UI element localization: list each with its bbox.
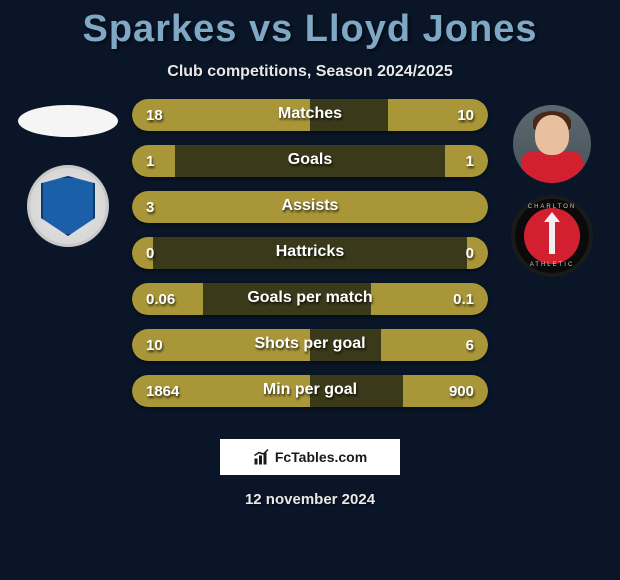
bar-values: 0.06 0.1 <box>132 283 488 315</box>
stat-right-value: 0.1 <box>453 291 474 308</box>
comparison-panel: 1810Matches11Goals3Assists00Hattricks0.0… <box>0 99 620 421</box>
watermark-text: FcTables.com <box>275 449 367 465</box>
bar-values: 1810 <box>132 99 488 131</box>
stat-row: 106Shots per goal <box>132 329 488 361</box>
stat-left-value: 0 <box>146 245 154 262</box>
bar-values: 11 <box>132 145 488 177</box>
stat-row: 3Assists <box>132 191 488 223</box>
page-title: Sparkes vs Lloyd Jones <box>0 0 620 51</box>
club-badge-right: CHARLTON ATHLETIC <box>511 195 593 277</box>
date-text: 12 november 2024 <box>0 491 620 508</box>
player-right-photo <box>513 105 591 183</box>
stat-right-value: 1 <box>466 153 474 170</box>
stat-left-value: 1864 <box>146 383 179 400</box>
club-badge-left <box>27 165 109 247</box>
stat-left-value: 0.06 <box>146 291 175 308</box>
bar-values: 10 6 <box>132 329 488 361</box>
player-left-photo-placeholder <box>18 105 118 137</box>
stat-row: 1864900Min per goal <box>132 375 488 407</box>
left-player-column <box>8 99 128 421</box>
stat-left-value: 10 <box>146 337 163 354</box>
stat-row: 00Hattricks <box>132 237 488 269</box>
subtitle: Club competitions, Season 2024/2025 <box>0 63 620 81</box>
stat-left-value: 1 <box>146 153 154 170</box>
chart-icon <box>253 448 271 466</box>
stat-left-value: 18 <box>146 107 163 124</box>
stat-right-value: 900 <box>449 383 474 400</box>
right-player-column: CHARLTON ATHLETIC <box>492 99 612 421</box>
stat-right-value: 6 <box>466 337 474 354</box>
stat-row: 1810Matches <box>132 99 488 131</box>
bar-values: 00 <box>132 237 488 269</box>
stat-row: 11Goals <box>132 145 488 177</box>
stat-right-value: 0 <box>466 245 474 262</box>
bar-values: 1864 900 <box>132 375 488 407</box>
watermark: FcTables.com <box>220 439 400 475</box>
stat-row: 0.060.1Goals per match <box>132 283 488 315</box>
stat-right-value: 10 <box>457 107 474 124</box>
bar-values: 3 <box>132 191 488 223</box>
stat-left-value: 3 <box>146 199 154 216</box>
stat-bars: 1810Matches11Goals3Assists00Hattricks0.0… <box>128 99 492 421</box>
